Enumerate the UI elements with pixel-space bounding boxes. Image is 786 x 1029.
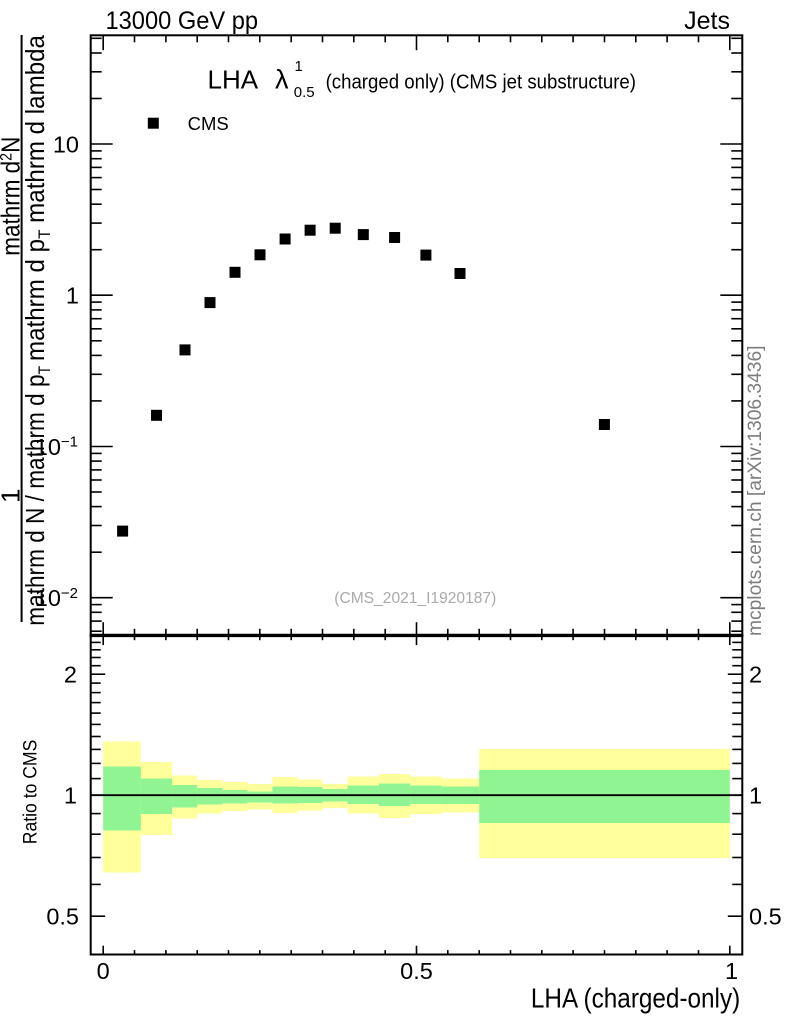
svg-text:mcplots.cern.ch [arXiv:1306.34: mcplots.cern.ch [arXiv:1306.3436] xyxy=(745,345,766,636)
svg-text:1: 1 xyxy=(64,783,77,809)
svg-text:0.5: 0.5 xyxy=(46,904,79,930)
svg-text:(charged only) (CMS jet substr: (charged only) (CMS jet substructure) xyxy=(326,70,636,93)
svg-text:1: 1 xyxy=(725,958,738,984)
svg-text:mathrm d pT mathrm d lambda: mathrm d pT mathrm d lambda xyxy=(20,35,54,361)
svg-text:LHA (charged-only): LHA (charged-only) xyxy=(531,983,740,1014)
svg-text:CMS: CMS xyxy=(188,113,229,134)
svg-text:1: 1 xyxy=(295,58,303,75)
svg-text:1: 1 xyxy=(0,489,26,503)
svg-text:λ: λ xyxy=(275,64,289,94)
svg-text:1: 1 xyxy=(66,283,79,309)
svg-text:0.5: 0.5 xyxy=(294,84,315,101)
svg-text:mathrm d N / mathrm d pT: mathrm d N / mathrm d pT xyxy=(20,366,54,626)
svg-text:0.5: 0.5 xyxy=(400,958,433,984)
svg-text:(CMS_2021_I1920187): (CMS_2021_I1920187) xyxy=(334,590,496,607)
svg-text:LHA: LHA xyxy=(208,64,259,94)
svg-text:Ratio to CMS: Ratio to CMS xyxy=(21,740,42,845)
svg-text:Jets: Jets xyxy=(684,7,730,35)
svg-text:1: 1 xyxy=(749,783,762,809)
svg-text:mathrm d2N: mathrm d2N xyxy=(0,137,26,256)
svg-text:2: 2 xyxy=(749,662,762,688)
svg-text:0: 0 xyxy=(97,958,110,984)
svg-text:0.5: 0.5 xyxy=(749,904,782,930)
svg-text:13000 GeV pp: 13000 GeV pp xyxy=(106,7,259,35)
svg-text:10: 10 xyxy=(53,132,79,158)
svg-text:2: 2 xyxy=(64,662,77,688)
